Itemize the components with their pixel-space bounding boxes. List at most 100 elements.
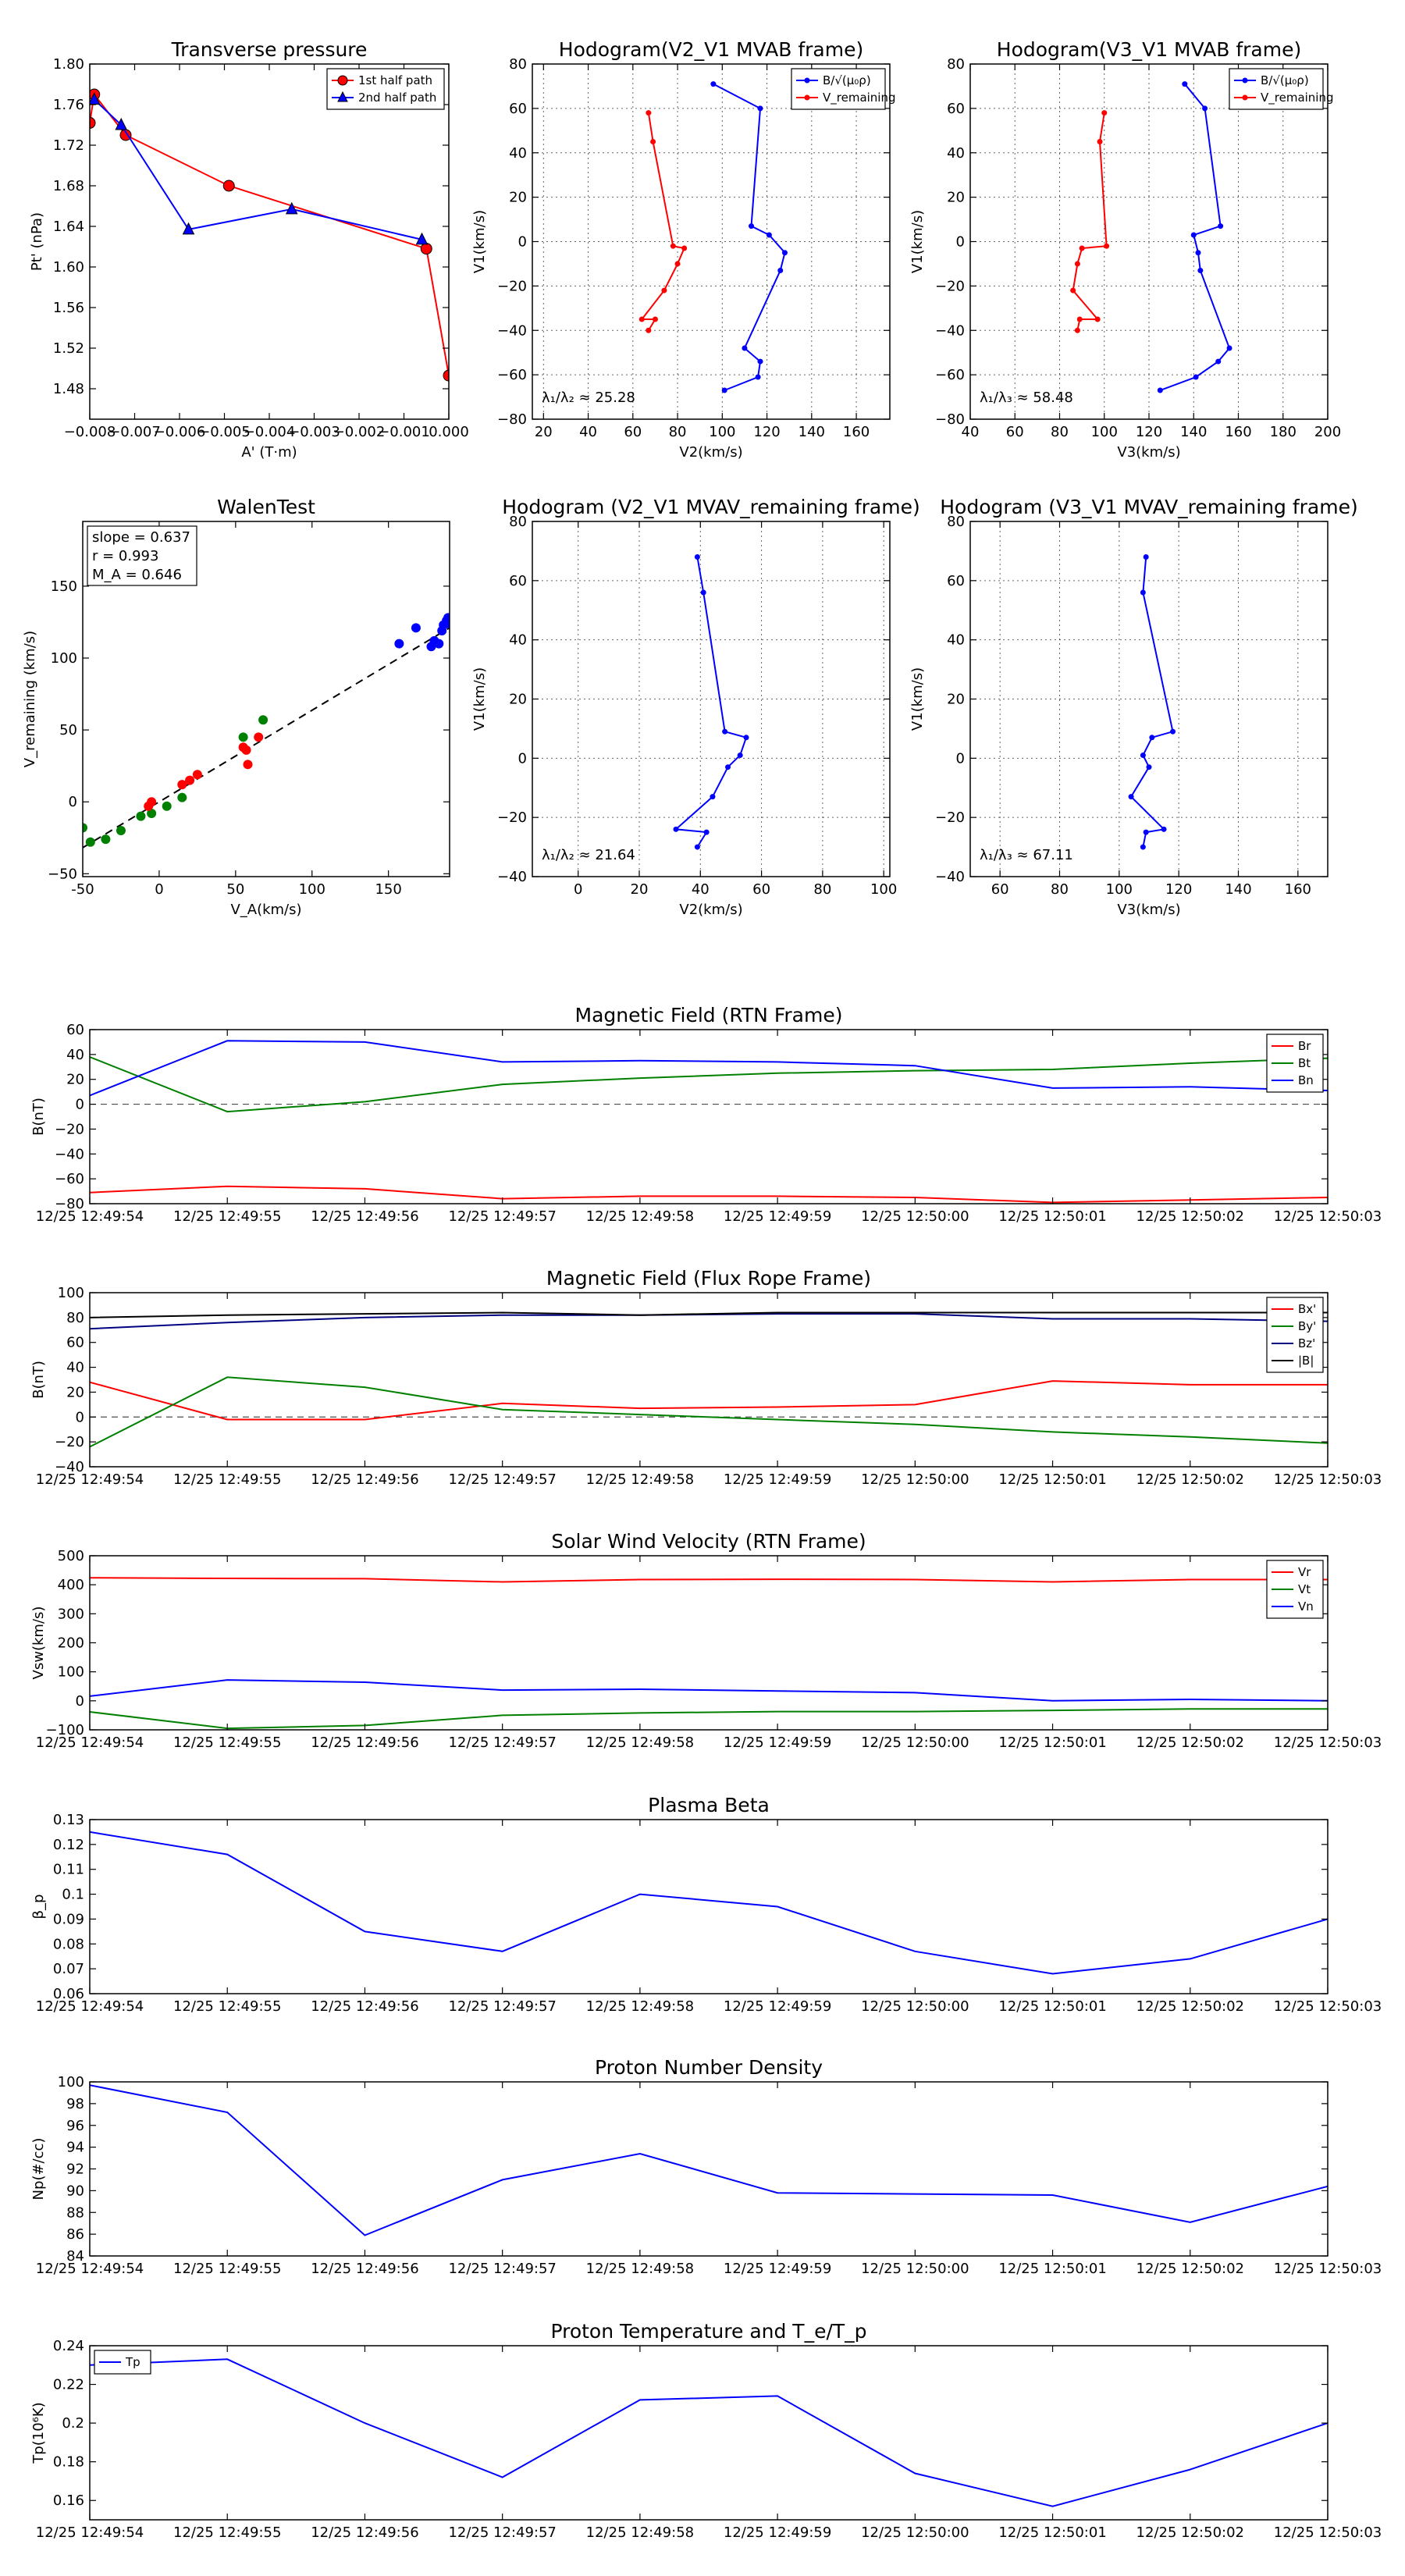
series-line-B/√(μ₀ρ) [674, 557, 748, 848]
x-tick-label: 150 [375, 881, 401, 898]
x-tick-label: 140 [1180, 424, 1207, 440]
data-point [285, 201, 298, 215]
x-tick-label: 12/25 12:49:58 [586, 2261, 694, 2277]
y-tick-label: 84 [66, 2248, 84, 2265]
x-tick-label: 12/25 12:50:02 [1136, 1208, 1244, 1225]
chart-title: Hodogram(V3_V1 MVAB frame) [997, 38, 1301, 61]
data-point [1146, 764, 1152, 770]
x-tick-label: 80 [1051, 881, 1069, 898]
x-tick-label: 12/25 12:50:01 [998, 1208, 1106, 1225]
data-point [1195, 250, 1201, 256]
y-tick-label: 50 [59, 722, 77, 738]
y-tick-label: −40 [497, 869, 527, 885]
y-tick-label: 20 [509, 190, 527, 206]
series-line-Bx' [90, 1380, 1328, 1421]
x-axis-label: V2(km/s) [679, 902, 742, 918]
data-point [1149, 735, 1155, 741]
x-tick-label: −0.007 [108, 424, 161, 440]
data-point [1170, 728, 1176, 735]
legend: Br Bt Bn [1266, 1034, 1324, 1093]
y-tick-label: 0 [76, 1409, 84, 1425]
x-tick-label: 200 [1314, 424, 1341, 440]
y-tick-label: 60 [947, 573, 965, 589]
x-tick-label: 12/25 12:49:56 [311, 2524, 418, 2541]
data-point [743, 735, 749, 741]
y-tick-label: −20 [935, 809, 965, 826]
series-line-Np [90, 2084, 1328, 2236]
data-point [192, 770, 202, 780]
data-point [766, 232, 772, 238]
r-text: r = 0.993 [92, 548, 158, 564]
chart-title: Hodogram (V3_V1 MVAV_remaining frame) [940, 496, 1358, 518]
x-tick-label: 12/25 12:49:56 [311, 1471, 418, 1488]
x-tick-label: 12/25 12:49:57 [448, 1735, 556, 1751]
series-group [83, 613, 450, 847]
y-tick-label: 1.48 [53, 381, 84, 397]
x-tick-label: 20 [535, 424, 553, 440]
data-point [1190, 232, 1197, 238]
legend-marker [1242, 94, 1248, 101]
x-tick-label: −0.001 [378, 424, 430, 440]
y-tick-label: 1.52 [53, 340, 84, 357]
y-tick-label: 0.1 [62, 1887, 84, 1903]
x-tick-label: 12/25 12:50:01 [998, 1735, 1106, 1751]
data-point [700, 589, 706, 596]
series-line-Bn [90, 1040, 1328, 1097]
data-point [1140, 753, 1146, 759]
x-tick-label: 40 [579, 424, 597, 440]
proton-number-density-chart: Proton Number Density 12/25 12:49:54 12/25… [30, 2056, 1382, 2277]
legend-label: B/√(μ₀ρ) [1261, 73, 1309, 87]
y-tick-label: −20 [55, 1121, 84, 1137]
data-point [83, 823, 87, 833]
x-tick-label: 12/25 12:50:00 [861, 2261, 969, 2277]
data-point [1143, 829, 1149, 835]
data-point [147, 797, 157, 807]
data-point [177, 780, 187, 790]
y-tick-label: −20 [497, 809, 527, 826]
x-tick-label: 12/25 12:49:56 [311, 1735, 418, 1751]
x-tick-label: 12/25 12:50:00 [861, 1208, 969, 1225]
x-tick-label: -50 [71, 881, 94, 898]
y-axis-label: B(nT) [30, 1361, 47, 1399]
chart-title: Magnetic Field (Flux Rope Frame) [546, 1267, 871, 1290]
data-point [1182, 81, 1188, 87]
series-group [90, 1577, 1328, 1730]
y-tick-label: 100 [51, 650, 77, 667]
x-tick-label: 12/25 12:49:55 [173, 1998, 281, 2015]
x-tick-label: 12/25 12:49:54 [36, 1998, 144, 2015]
x-tick-label: −0.003 [288, 424, 340, 440]
x-tick-label: 12/25 12:50:01 [998, 1471, 1106, 1488]
x-tick-label: 12/25 12:49:57 [448, 1208, 556, 1225]
x-tick-label: 100 [1091, 424, 1118, 440]
data-point [1143, 554, 1149, 560]
x-tick-label: 12/25 12:49:54 [36, 1735, 144, 1751]
data-point [394, 639, 404, 649]
legend-marker [804, 94, 810, 101]
data-point [1157, 387, 1163, 393]
legend-label: 1st half path [358, 73, 432, 87]
y-tick-label: 20 [66, 1072, 84, 1088]
x-tick-label: −0.008 [64, 424, 116, 440]
y-tick-label: 1.68 [53, 178, 84, 194]
legend-box [1229, 68, 1324, 110]
y-tick-label: 100 [58, 1664, 84, 1681]
y-tick-label: 0.07 [53, 1961, 84, 1977]
x-tick-label: 12/25 12:50:01 [998, 1998, 1106, 2015]
y-tick-label: −40 [55, 1146, 84, 1162]
legend-box [326, 68, 445, 110]
data-point [241, 745, 251, 755]
y-tick-label: −50 [48, 866, 77, 882]
data-point [694, 844, 700, 850]
series-group [90, 88, 449, 382]
data-point [162, 801, 172, 811]
plasma-beta-chart: Plasma Beta 12/25 12:49:54 12/25 12:49:55 1… [30, 1794, 1382, 2015]
data-point [90, 116, 96, 129]
data-point [710, 794, 716, 800]
y-tick-label: 500 [58, 1548, 84, 1564]
data-point [670, 243, 676, 249]
x-tick-label: 12/25 12:50:03 [1274, 1998, 1382, 2015]
y-tick-label: 92 [66, 2161, 84, 2178]
y-tick-label: 20 [509, 692, 527, 708]
x-tick-label: −0.002 [333, 424, 386, 440]
x-axis-label: V_A(km/s) [230, 902, 301, 918]
